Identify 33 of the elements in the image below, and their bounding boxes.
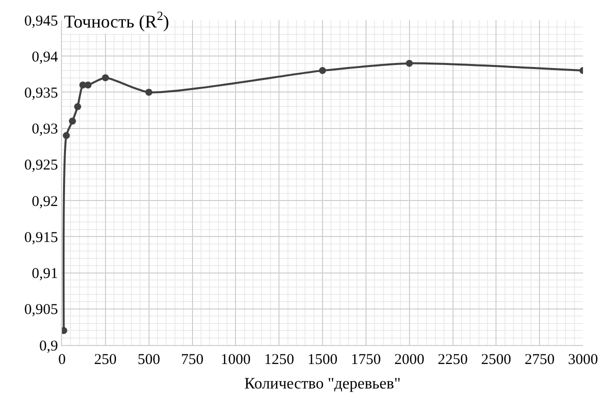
x-tick-label: 1750	[350, 352, 381, 368]
point	[84, 82, 92, 88]
y-tick-label: 0,925	[24, 158, 58, 174]
x-tick-label: 500	[138, 352, 160, 368]
x-tick-label: 2000	[394, 352, 424, 368]
point	[68, 118, 76, 125]
x-tick-label: 1500	[308, 352, 338, 368]
x-tick-label: 750	[181, 352, 204, 368]
point	[102, 74, 109, 82]
x-tick-label: 250	[94, 352, 117, 368]
y-tick-label: 0,945	[24, 13, 58, 30]
y-tick-label: 0,905	[24, 302, 58, 318]
y-tick-label: 0,935	[24, 85, 58, 102]
point	[145, 88, 152, 96]
x-tick-label: 2750	[524, 352, 555, 368]
y-tick-label: 0,92	[32, 194, 58, 210]
x-axis-title: Количество "деревьев"	[244, 376, 401, 393]
x-tick-label: 1000	[220, 352, 251, 368]
y-tick-label: 0,93	[32, 122, 58, 138]
point	[62, 132, 70, 140]
y-tick-label: 0,9	[39, 338, 58, 354]
y-axis-title: Точность (R$^{2}$)	[64, 9, 170, 32]
x-tick-label: 3000	[568, 352, 598, 368]
x-tick-label: 0	[58, 352, 66, 368]
y-tick-label: 0,915	[24, 230, 58, 246]
x-tick-label: 2500	[481, 352, 512, 368]
y-tick-label: 0,94	[32, 49, 58, 66]
y-tick-label: 0,91	[32, 266, 58, 282]
x-tick-label: 2250	[438, 352, 468, 368]
point	[319, 67, 326, 74]
point	[74, 103, 82, 110]
x-tick-label: 1250	[264, 352, 294, 368]
point	[406, 60, 413, 67]
